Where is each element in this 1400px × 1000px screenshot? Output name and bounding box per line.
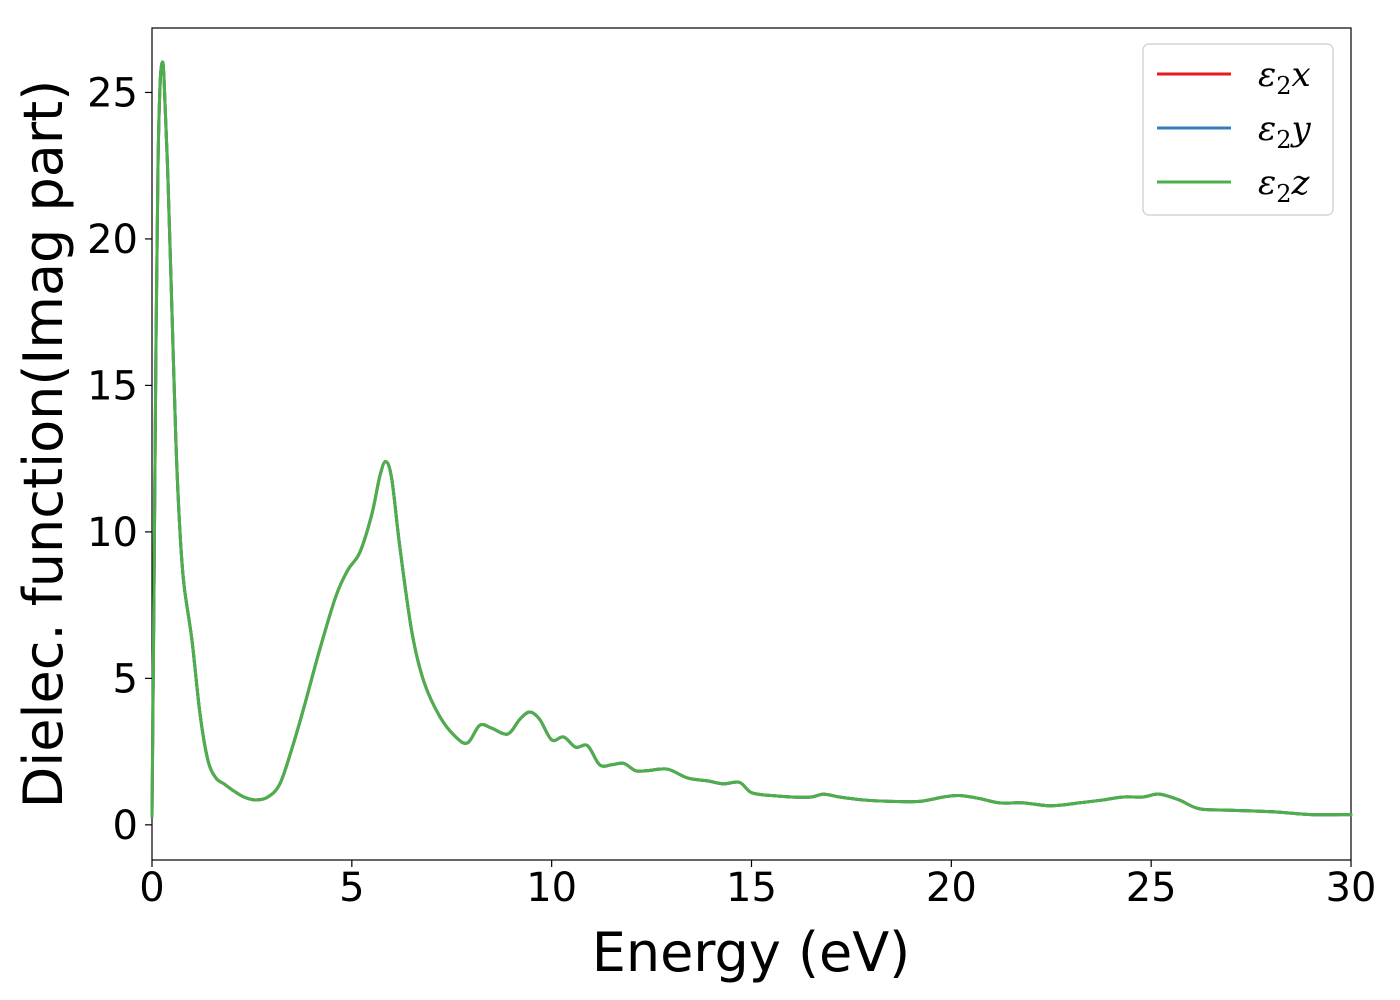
x-tick-label: 20 — [926, 865, 977, 911]
legend-box — [1142, 43, 1334, 216]
x-tick-label: 0 — [139, 865, 164, 911]
x-tick-label: 30 — [1326, 865, 1377, 911]
legend: ε2x ε2y ε2z — [1142, 43, 1334, 216]
x-axis-ticks: 0 5 10 15 20 25 30 — [139, 860, 1376, 911]
y-tick-label: 5 — [113, 656, 138, 702]
y-tick-label: 20 — [87, 217, 138, 263]
y-tick-label: 25 — [87, 70, 138, 116]
legend-label-y: ε2y — [1258, 109, 1312, 154]
y-tick-label: 10 — [87, 510, 138, 556]
y-axis-label: Dielec. function(Imag part) — [12, 80, 75, 809]
legend-label-x: ε2x — [1258, 55, 1311, 100]
y-tick-label: 15 — [87, 363, 138, 409]
x-axis-label: Energy (eV) — [592, 921, 911, 984]
legend-label-z: ε2z — [1258, 163, 1311, 208]
x-tick-label: 5 — [339, 865, 364, 911]
series-line-z — [150, 60, 1353, 818]
series-layer — [150, 60, 1353, 818]
x-tick-label: 25 — [1126, 865, 1177, 911]
x-tick-label: 15 — [726, 865, 777, 911]
x-tick-label: 10 — [526, 865, 577, 911]
legend-entries: ε2x ε2y ε2z — [1157, 55, 1312, 208]
y-tick-label: 0 — [113, 803, 138, 849]
y-axis-ticks: 0 5 10 15 20 25 — [87, 70, 152, 849]
